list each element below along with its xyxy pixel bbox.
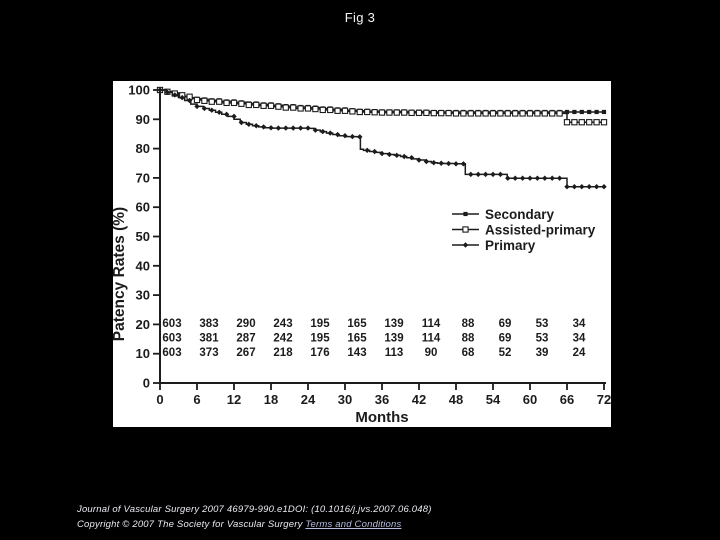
at-risk-row: 603 383 290 243 195 165 139 114 88 69 53 34 <box>162 318 586 330</box>
at-risk-value: 603 <box>162 318 181 330</box>
at-risk-value: 603 <box>162 347 181 359</box>
legend-label: Assisted-primary <box>485 222 596 237</box>
legend-label: Secondary <box>485 207 555 222</box>
y-tick-label: 0 <box>143 376 150 391</box>
at-risk-value: 165 <box>347 318 367 330</box>
at-risk-value: 195 <box>310 318 330 330</box>
series-assisted-primary <box>156 86 608 126</box>
x-tick-label: 6 <box>193 392 200 407</box>
at-risk-row: 603 381 287 242 195 165 139 114 88 69 53 34 <box>162 333 586 345</box>
y-tick-label: 30 <box>136 288 150 303</box>
at-risk-value: 218 <box>273 347 293 359</box>
at-risk-value: 69 <box>499 318 512 330</box>
y-tick-label: 20 <box>136 317 150 332</box>
at-risk-value: 39 <box>536 347 549 359</box>
y-tick-label: 90 <box>136 112 150 127</box>
at-risk-value: 88 <box>462 333 475 345</box>
at-risk-value: 53 <box>536 333 549 345</box>
at-risk-value: 68 <box>462 347 475 359</box>
at-risk-value: 53 <box>536 318 549 330</box>
at-risk-value: 243 <box>273 318 292 330</box>
x-tick-label: 36 <box>375 392 389 407</box>
y-tick-label: 70 <box>136 170 150 185</box>
at-risk-value: 290 <box>236 318 255 330</box>
x-tick-label: 60 <box>523 392 537 407</box>
x-tick-label: 72 <box>597 392 611 407</box>
at-risk-value: 242 <box>273 333 292 345</box>
tick-labels: 0 10 20 30 40 50 60 70 80 90 100 0 6 12 18 24 30 36 42 48 54… <box>128 83 611 408</box>
y-tick-label: 100 <box>128 83 150 98</box>
at-risk-value: 165 <box>347 333 367 345</box>
patency-chart: 0 10 20 30 40 50 60 70 80 90 100 0 6 12 18 24 30 36 42 48 54… <box>113 83 611 427</box>
series-primary <box>157 87 607 190</box>
y-tick-label: 80 <box>136 141 150 156</box>
at-risk-value: 139 <box>384 333 403 345</box>
x-tick-label: 24 <box>301 392 316 407</box>
x-tick-label: 12 <box>227 392 241 407</box>
at-risk-value: 383 <box>199 318 218 330</box>
at-risk-value: 113 <box>385 347 404 359</box>
at-risk-value: 69 <box>499 333 512 345</box>
x-tick-label: 42 <box>412 392 426 407</box>
at-risk-value: 114 <box>422 333 441 345</box>
x-tick-label: 66 <box>560 392 574 407</box>
x-tick-label: 54 <box>486 392 501 407</box>
numbers-at-risk: 603 383 290 243 195 165 139 114 88 69 53 34 603 381 28… <box>162 318 586 359</box>
at-risk-value: 143 <box>347 347 366 359</box>
y-tick-label: 60 <box>136 200 150 215</box>
at-risk-value: 34 <box>573 333 586 345</box>
at-risk-value: 24 <box>573 347 586 359</box>
ticks <box>153 89 605 390</box>
at-risk-value: 90 <box>425 347 438 359</box>
y-tick-label: 50 <box>136 229 150 244</box>
figure-title: Fig 3 <box>344 10 376 25</box>
at-risk-value: 139 <box>384 318 403 330</box>
at-risk-value: 287 <box>236 333 255 345</box>
copyright-line: Copyright © 2007 The Society for Vascula… <box>77 518 697 533</box>
at-risk-value: 88 <box>462 318 475 330</box>
at-risk-value: 176 <box>310 347 329 359</box>
citation-text: Journal of Vascular Surgery 2007 46979-9… <box>77 504 432 515</box>
at-risk-value: 381 <box>199 333 219 345</box>
figure-image: 0 10 20 30 40 50 60 70 80 90 100 0 6 12 18 24 30 36 42 48 54… <box>113 81 611 427</box>
y-tick-label: 40 <box>136 258 150 273</box>
at-risk-value: 267 <box>236 347 255 359</box>
at-risk-value: 373 <box>199 347 218 359</box>
at-risk-value: 52 <box>499 347 512 359</box>
terms-link[interactable]: Terms and Conditions <box>305 518 402 530</box>
x-axis-title: Months <box>355 409 408 426</box>
x-tick-label: 30 <box>338 392 352 407</box>
y-axis-title: Patency Rates (%) <box>113 207 128 341</box>
citation-block: Journal of Vascular Surgery 2007 46979-9… <box>77 503 697 532</box>
legend-label: Primary <box>485 238 536 253</box>
x-tick-label: 48 <box>449 392 463 407</box>
x-tick-label: 0 <box>156 392 163 407</box>
copyright-text: Copyright © 2007 The Society for Vascula… <box>77 518 306 530</box>
at-risk-value: 195 <box>310 333 330 345</box>
at-risk-value: 34 <box>573 318 586 330</box>
at-risk-value: 114 <box>422 318 441 330</box>
y-tick-label: 10 <box>136 346 150 361</box>
at-risk-value: 603 <box>162 333 181 345</box>
at-risk-row: 603 373 267 218 176 143 113 90 68 52 39 24 <box>162 347 586 359</box>
x-tick-label: 18 <box>264 392 278 407</box>
